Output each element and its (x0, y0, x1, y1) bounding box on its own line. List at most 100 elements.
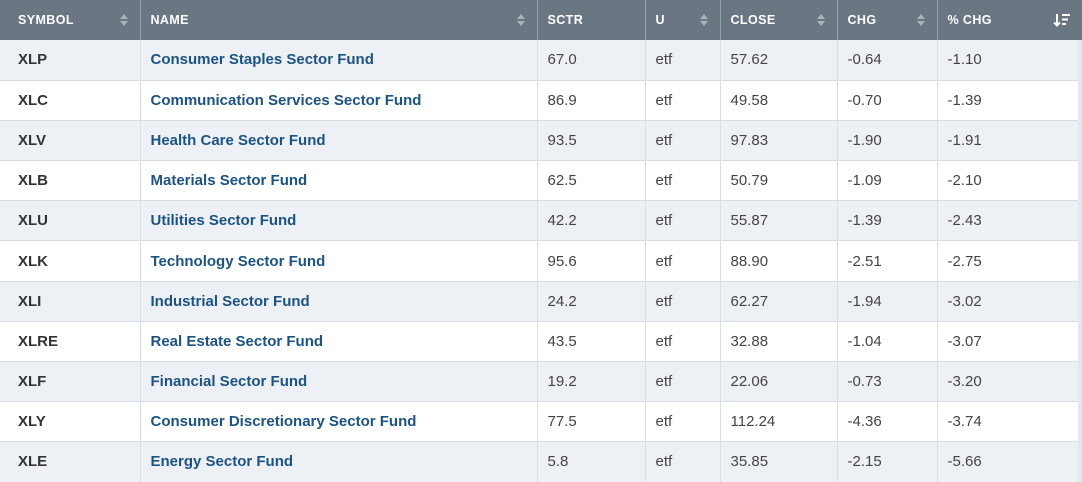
cell-sctr: 5.8 (537, 441, 646, 482)
column-label-pct-chg: % CHG (947, 13, 992, 27)
cell-symbol: XLK (0, 240, 141, 282)
table-row: XLP Consumer Staples Sector Fund 67.0 et… (0, 40, 1082, 81)
cell-pct-chg: -1.39 (937, 80, 1082, 121)
cell-pct-chg: -2.43 (937, 200, 1082, 242)
cell-close: 50.79 (720, 160, 838, 202)
cell-sctr: 19.2 (537, 361, 646, 403)
cell-close: 88.90 (720, 240, 838, 282)
table-row: XLI Industrial Sector Fund 24.2 etf 62.2… (0, 281, 1082, 322)
sort-up-down-icon (816, 14, 825, 26)
cell-close: 22.06 (720, 361, 838, 403)
cell-close: 57.62 (720, 40, 838, 81)
cell-name: Consumer Discretionary Sector Fund (140, 401, 538, 443)
sort-descending-icon (1053, 13, 1070, 28)
cell-symbol: XLY (0, 401, 141, 443)
sort-up-down-icon (699, 14, 708, 26)
cell-close: 49.58 (720, 80, 838, 121)
column-label-name: NAME (150, 13, 189, 27)
cell-name: Communication Services Sector Fund (140, 80, 538, 121)
column-header-close[interactable]: CLOSE (720, 0, 838, 40)
cell-sctr: 77.5 (537, 401, 646, 443)
table-row: XLB Materials Sector Fund 62.5 etf 50.79… (0, 160, 1082, 202)
cell-name: Industrial Sector Fund (140, 281, 538, 322)
cell-close: 97.83 (720, 120, 838, 162)
cell-u: etf (645, 401, 721, 443)
table-header: SYMBOL NAME SCTR U (0, 0, 1082, 40)
cell-u: etf (645, 321, 721, 363)
table-right-edge (1078, 40, 1082, 482)
fund-name-link[interactable]: Real Estate Sector Fund (150, 332, 324, 350)
cell-u: etf (645, 240, 721, 282)
table-row: XLF Financial Sector Fund 19.2 etf 22.06… (0, 361, 1082, 403)
cell-u: etf (645, 441, 721, 482)
column-header-chg[interactable]: CHG (837, 0, 938, 40)
sort-up-down-icon (119, 14, 128, 26)
table-row: XLY Consumer Discretionary Sector Fund 7… (0, 401, 1082, 443)
cell-pct-chg: -1.91 (937, 120, 1082, 162)
cell-symbol: XLU (0, 200, 141, 242)
cell-chg: -2.15 (837, 441, 938, 482)
table-row: XLV Health Care Sector Fund 93.5 etf 97.… (0, 120, 1082, 162)
column-header-pct-chg[interactable]: % CHG (937, 0, 1082, 40)
cell-chg: -0.64 (837, 40, 938, 81)
fund-name-link[interactable]: Health Care Sector Fund (150, 131, 326, 149)
cell-pct-chg: -3.74 (937, 401, 1082, 443)
fund-name-link[interactable]: Energy Sector Fund (150, 453, 294, 471)
column-label-symbol: SYMBOL (18, 13, 74, 27)
cell-name: Technology Sector Fund (140, 240, 538, 282)
cell-name: Consumer Staples Sector Fund (140, 40, 538, 81)
cell-pct-chg: -2.10 (937, 160, 1082, 202)
cell-chg: -1.09 (837, 160, 938, 202)
cell-close: 112.24 (720, 401, 838, 443)
cell-name: Utilities Sector Fund (140, 200, 538, 242)
cell-sctr: 95.6 (537, 240, 646, 282)
cell-symbol: XLV (0, 120, 141, 162)
cell-symbol: XLRE (0, 321, 141, 363)
cell-pct-chg: -5.66 (937, 441, 1082, 482)
table-row: XLE Energy Sector Fund 5.8 etf 35.85 -2.… (0, 441, 1082, 482)
cell-u: etf (645, 200, 721, 242)
cell-sctr: 42.2 (537, 200, 646, 242)
fund-name-link[interactable]: Materials Sector Fund (150, 172, 308, 190)
table-row: XLC Communication Services Sector Fund 8… (0, 80, 1082, 121)
fund-name-link[interactable]: Utilities Sector Fund (150, 212, 297, 230)
cell-sctr: 93.5 (537, 120, 646, 162)
cell-chg: -0.73 (837, 361, 938, 403)
column-header-symbol[interactable]: SYMBOL (0, 0, 141, 40)
cell-u: etf (645, 80, 721, 121)
cell-close: 35.85 (720, 441, 838, 482)
fund-name-link[interactable]: Financial Sector Fund (150, 373, 308, 391)
sort-up-down-icon (916, 14, 925, 26)
column-label-close: CLOSE (730, 13, 776, 27)
fund-name-link[interactable]: Industrial Sector Fund (150, 292, 310, 310)
fund-name-link[interactable]: Consumer Staples Sector Fund (150, 51, 374, 69)
cell-chg: -1.90 (837, 120, 938, 162)
cell-sctr: 24.2 (537, 281, 646, 322)
cell-name: Real Estate Sector Fund (140, 321, 538, 363)
cell-chg: -2.51 (837, 240, 938, 282)
fund-name-link[interactable]: Consumer Discretionary Sector Fund (150, 413, 417, 431)
cell-chg: -1.04 (837, 321, 938, 363)
column-header-sctr[interactable]: SCTR (537, 0, 646, 40)
fund-name-link[interactable]: Communication Services Sector Fund (150, 91, 422, 109)
fund-name-link[interactable]: Technology Sector Fund (150, 252, 326, 270)
cell-symbol: XLF (0, 361, 141, 403)
cell-pct-chg: -2.75 (937, 240, 1082, 282)
cell-chg: -1.94 (837, 281, 938, 322)
column-label-u: U (655, 13, 665, 27)
cell-close: 62.27 (720, 281, 838, 322)
cell-u: etf (645, 361, 721, 403)
cell-chg: -4.36 (837, 401, 938, 443)
table-row: XLRE Real Estate Sector Fund 43.5 etf 32… (0, 321, 1082, 363)
column-header-name[interactable]: NAME (140, 0, 538, 40)
cell-name: Financial Sector Fund (140, 361, 538, 403)
column-label-sctr: SCTR (547, 13, 584, 27)
cell-pct-chg: -3.07 (937, 321, 1082, 363)
cell-close: 32.88 (720, 321, 838, 363)
column-header-u[interactable]: U (645, 0, 721, 40)
cell-u: etf (645, 120, 721, 162)
cell-u: etf (645, 40, 721, 81)
cell-chg: -0.70 (837, 80, 938, 121)
